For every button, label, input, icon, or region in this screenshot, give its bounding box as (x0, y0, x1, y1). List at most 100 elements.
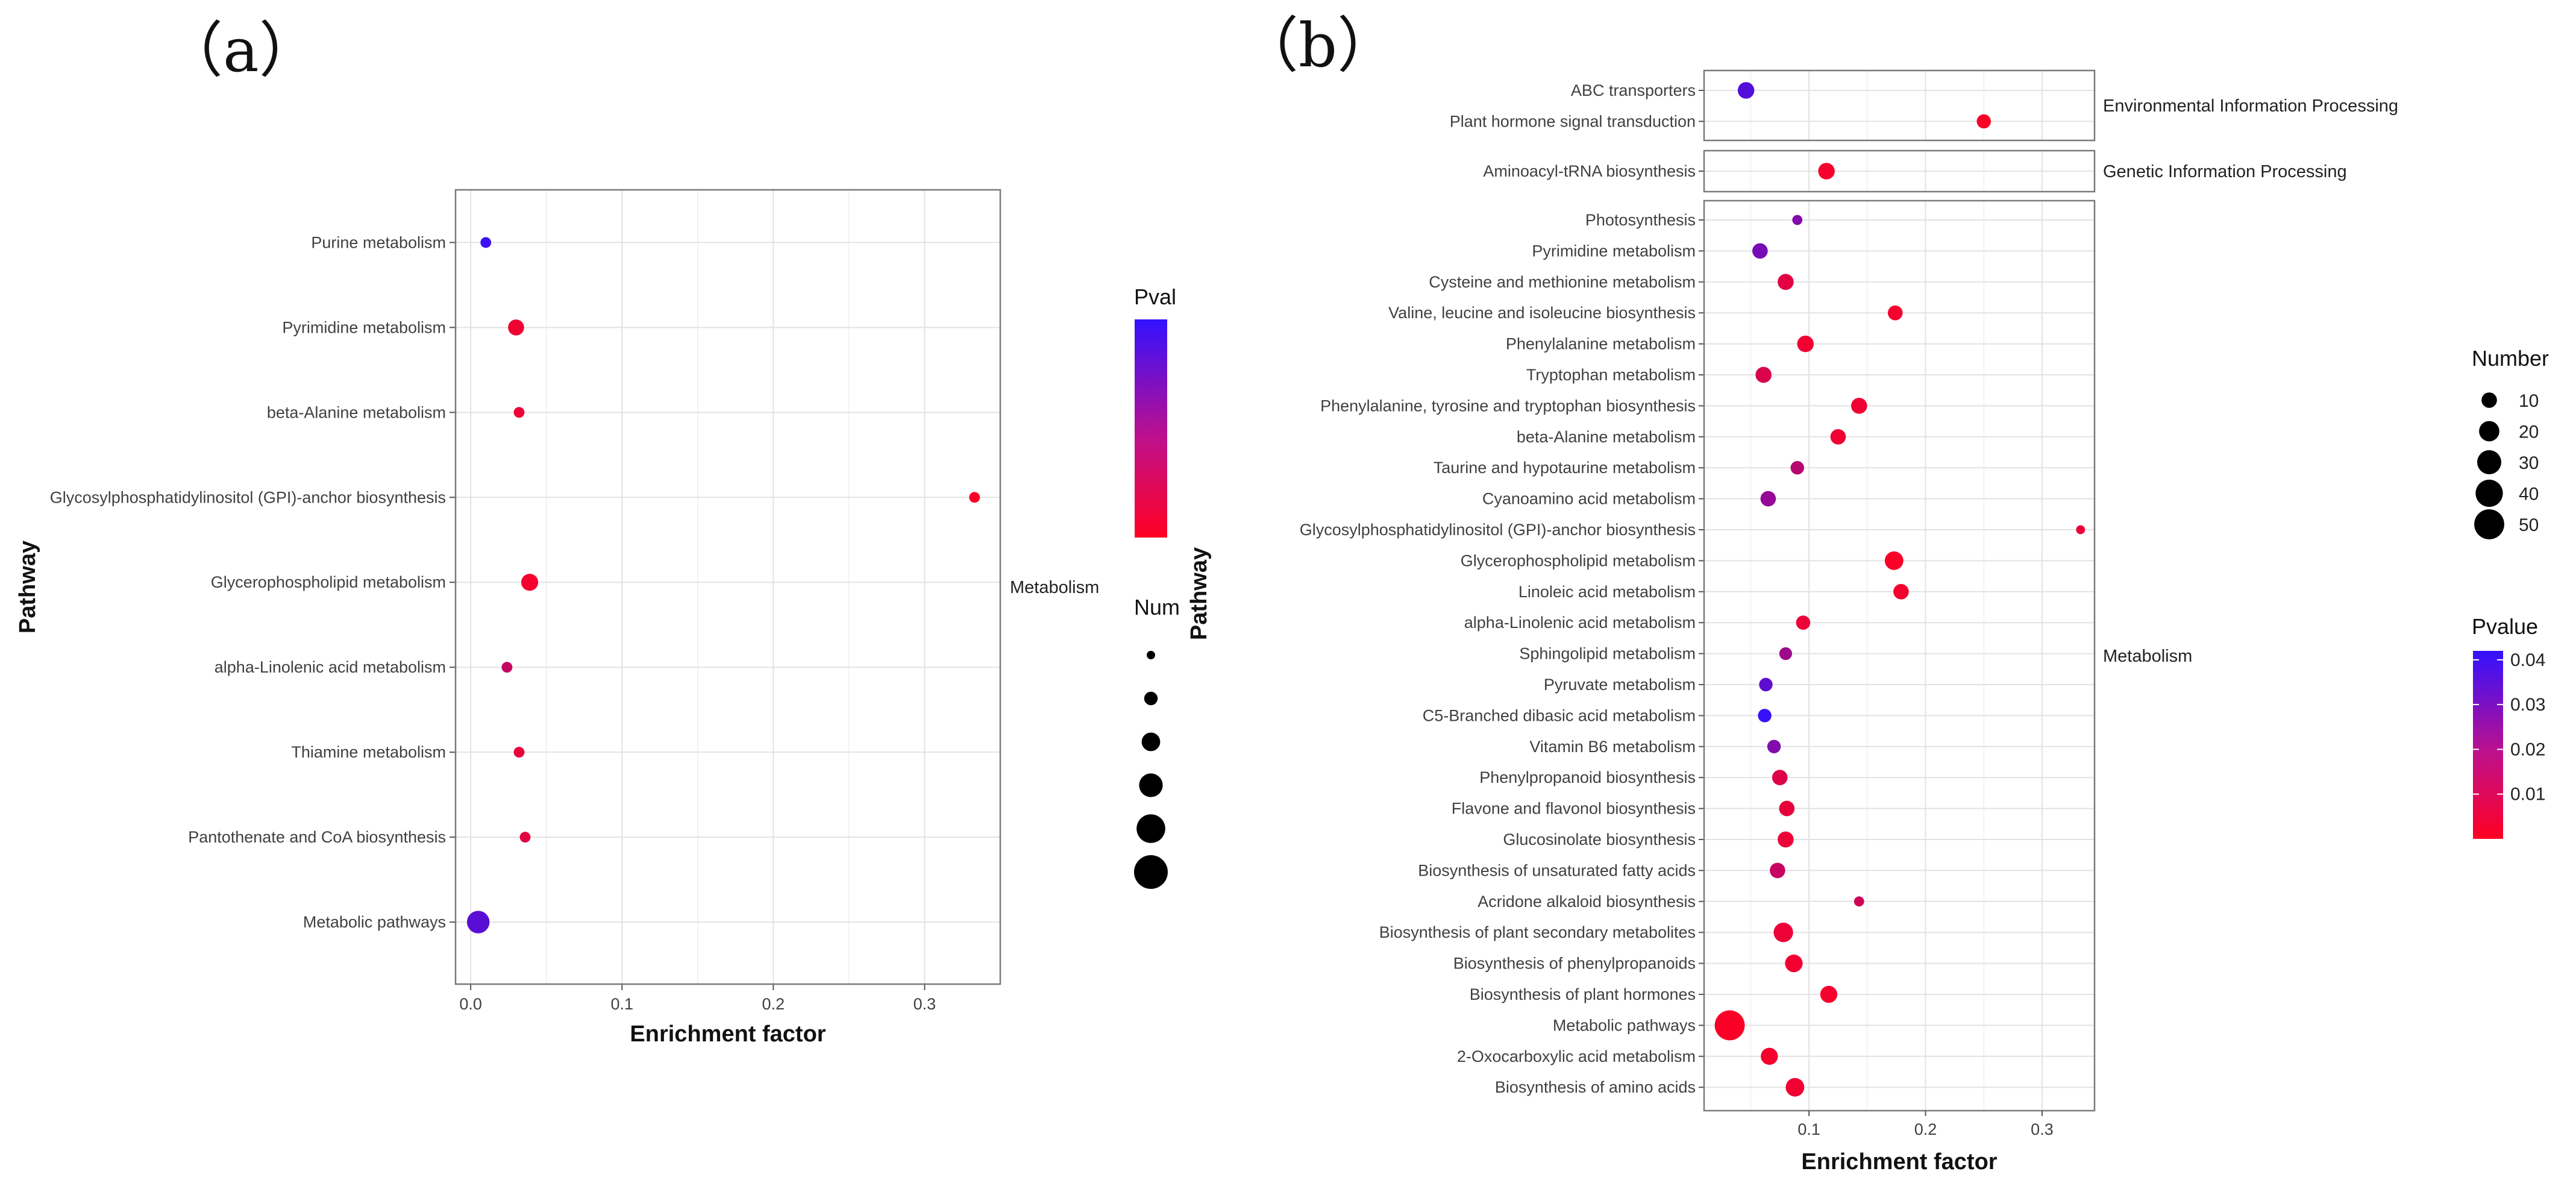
panel-b-pathway-label: Photosynthesis (1585, 211, 1696, 229)
panel-a-pathway-label: Glycerophospholipid metabolism (211, 573, 446, 591)
panel-b-facet-background (1704, 201, 2095, 1111)
panel-a-point (513, 407, 525, 418)
panel-b-pathway-label: Glycerophospholipid metabolism (1461, 551, 1696, 569)
panel-a-pathway-label: Pyrimidine metabolism (282, 318, 446, 336)
panel-a-x-tick-label: 0.0 (459, 995, 482, 1013)
panel-b-point (2076, 525, 2086, 535)
panel-b-color-legend-label: 0.01 (2510, 785, 2545, 805)
panel-a-size-legend-dot (1139, 773, 1163, 797)
panel-b-point (1778, 274, 1794, 290)
panel-b-point (1761, 1047, 1778, 1065)
panel-b-pathway-label: Aminoacyl-tRNA biosynthesis (1483, 162, 1696, 180)
panel-b-size-legend-label: 30 (2519, 453, 2539, 473)
panel-a-point (501, 662, 513, 673)
panel-b-y-axis-title: Pathway (1186, 547, 1212, 640)
panel-b-pathway-label: Pyruvate metabolism (1544, 676, 1696, 694)
panel-b-point (1790, 460, 1804, 475)
panel-b-pathway-label: Acridone alkaloid biosynthesis (1478, 893, 1696, 911)
panel-a-legend-color-title: Pval (1134, 284, 1176, 309)
panel-b-size-legend-label: 40 (2519, 485, 2539, 504)
panel-b-size-legend-label: 10 (2519, 391, 2539, 411)
panel-b-pathway-label: Phenylalanine metabolism (1506, 335, 1696, 353)
panel-b-point (1714, 1010, 1745, 1041)
panel-a-size-legend-dot (1134, 855, 1168, 889)
panel-a-x-tick-label: 0.1 (610, 995, 633, 1013)
panel-b-point (1772, 770, 1788, 786)
panel-a-pathway-label: Pantothenate and CoA biosynthesis (188, 828, 446, 846)
panel-b-pathway-label: Biosynthesis of plant hormones (1470, 985, 1696, 1003)
panel-b-facet-label: Genetic Information Processing (2103, 162, 2347, 181)
panel-b-pathway-label: C5-Branched dibasic acid metabolism (1423, 706, 1696, 724)
panel-a-color-bar (1135, 319, 1167, 538)
panel-a-pathway-label: Thiamine metabolism (291, 743, 446, 761)
panel-b-point (1773, 923, 1793, 943)
panel-b-point (1758, 709, 1772, 723)
panel-b-point (1755, 366, 1772, 383)
panel-a-y-axis-title: Pathway (15, 541, 40, 633)
panel-b-pathway-label: Valine, leucine and isoleucine biosynthe… (1388, 304, 1696, 322)
panel-b-pathway-label: ABC transporters (1571, 81, 1696, 99)
panel-a-x-axis-title: Enrichment factor (630, 1021, 826, 1047)
panel-a-point (513, 747, 525, 758)
panel-b-point (1851, 398, 1867, 414)
panel-b-facet-border (1703, 69, 2096, 142)
panel-b-size-legend-dot (2475, 479, 2503, 507)
panel-b-facet-label: Environmental Information Processing (2103, 96, 2398, 116)
panel-b-pathway-label: Tryptophan metabolism (1526, 366, 1696, 384)
panel-b-pathway-label: Sphingolipid metabolism (1519, 645, 1696, 663)
panel-b-pathway-label: Phenylalanine, tyrosine and tryptophan b… (1320, 397, 1696, 415)
panel-a-pathway-label: beta-Alanine metabolism (267, 403, 446, 421)
panel-b-point (1792, 215, 1803, 225)
panel-b-point (1818, 163, 1835, 180)
panel-a-pathway-label: Purine metabolism (311, 233, 446, 251)
panel-b-point (1797, 335, 1814, 353)
panel-b-color-bar (2473, 651, 2503, 839)
panel-b-size-legend-label: 20 (2519, 422, 2539, 442)
panel-b-pathway-label: Vitamin B6 metabolism (1529, 738, 1696, 756)
panel-b-facet-background (1704, 71, 2095, 140)
panel-b-point (1884, 551, 1904, 570)
panel-b-point (1767, 739, 1781, 754)
panel-b-x-axis-title: Enrichment factor (1801, 1149, 1997, 1175)
panel-b-pathway-label: Glycosylphosphatidylinositol (GPI)-ancho… (1300, 521, 1696, 539)
panel-b-pathway-label: Metabolic pathways (1553, 1016, 1696, 1034)
panel-b-point (1779, 647, 1792, 660)
panel-b-point (1785, 1078, 1805, 1097)
panel-b-pathway-label: Pyrimidine metabolism (1532, 242, 1696, 260)
panel-a-chart: 0.0 0.1 0.2 0.3 Purine metabolism Pyrimidine … (15, 189, 1179, 1047)
panel-b-size-legend-dot (2474, 509, 2504, 539)
panel-b-facet-label: Metabolism (2103, 647, 2192, 666)
panel-b-point (1854, 896, 1864, 907)
panel-b-pathway-label: Biosynthesis of plant secondary metaboli… (1379, 923, 1696, 941)
panel-a-x-tick-label: 0.2 (762, 995, 785, 1013)
panel-b-size-legend-dot (2479, 421, 2499, 442)
panel-b-x-tick-label: 0.3 (2031, 1120, 2054, 1138)
panel-a-plot-border (454, 189, 1001, 985)
panel-b-size-legend-label: 50 (2519, 515, 2539, 535)
panel-b-point (1820, 985, 1838, 1003)
panel-b-point (1760, 491, 1776, 507)
panel-b-pathway-label: alpha-Linolenic acid metabolism (1464, 613, 1696, 632)
panel-b-pathway-label: Linoleic acid metabolism (1518, 583, 1696, 601)
panel-b-point (1887, 305, 1903, 321)
panel-a-plot-background (456, 190, 1000, 984)
panel-b-point (1976, 114, 1992, 129)
panel-a-point (480, 237, 492, 248)
panel-b-point (1893, 583, 1909, 600)
panel-a-x-tick-label: 0.3 (914, 995, 936, 1013)
panel-b-legend-color-title: Pvalue (2472, 614, 2538, 639)
panel-b-x-tick-label: 0.2 (1914, 1120, 1937, 1138)
panel-b-color-legend-label: 0.04 (2510, 650, 2545, 670)
panel-b-point (1737, 82, 1755, 99)
panel-b-point (1770, 862, 1785, 879)
panel-b-pathway-label: 2-Oxocarboxylic acid metabolism (1457, 1047, 1696, 1065)
panel-a-size-legend-dot (1141, 732, 1161, 751)
panel-b-point (1830, 428, 1846, 445)
panel-b-pathway-label: Glucosinolate biosynthesis (1503, 830, 1696, 849)
panel-a-point (466, 911, 490, 933)
panel-a-pathway-label: Metabolic pathways (303, 913, 446, 931)
panel-a-legend: Pval Num (1134, 284, 1179, 889)
panel-b-pathway-label: Phenylpropanoid biosynthesis (1479, 768, 1696, 786)
panel-b-point (1796, 615, 1811, 630)
